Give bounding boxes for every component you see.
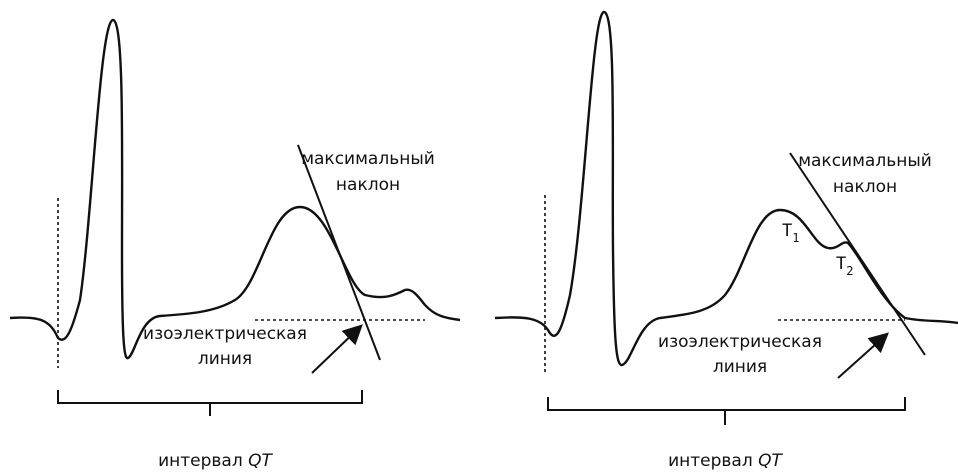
wave-letter: T [782,221,792,241]
wave-label: T2 [836,254,853,278]
wave-letter: T [836,254,846,274]
slope-label: максимальный [798,151,932,171]
left-panel: максимальный наклон изоэлектрическая лин… [9,18,461,471]
baseline-label: линия [713,357,767,377]
slope-label: наклон [336,175,400,195]
ecg-curve [9,18,461,360]
tangent-line [297,144,381,361]
interval-symbol: QT [758,451,783,471]
interval-bracket [547,397,906,425]
slope-label: максимальный [301,149,435,169]
baseline-label: изоэлектрическая [658,332,822,352]
interval-text: интервал [668,451,753,471]
interval-label: интервал QT [158,451,273,471]
wave-index: 2 [846,264,853,278]
ecg-curve [494,10,958,367]
interval-label: интервал QT [668,451,783,471]
interval-bracket [57,390,363,416]
interval-text: интервал [158,451,243,471]
arrow [837,332,889,379]
slope-label: наклон [833,177,897,197]
arrow [311,324,363,374]
baseline-label: изоэлектрическая [143,324,307,344]
wave-index: 1 [792,231,799,245]
interval-symbol: QT [248,451,273,471]
baseline-label: линия [198,349,252,369]
wave-label: T1 [782,221,799,245]
tangent-line [789,152,926,356]
right-panel: максимальный наклон T1 T2 изоэлектрическ… [494,10,958,471]
